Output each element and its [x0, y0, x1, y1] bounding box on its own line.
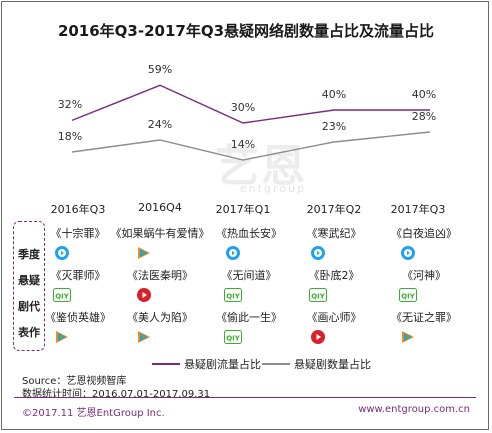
- show-title: 《灭罪师》: [50, 269, 106, 282]
- show-title: 《偷此一生》: [216, 311, 282, 324]
- show-title: 《无证之罪》: [391, 311, 457, 324]
- x-tick-label-5: 2017年Q3: [390, 203, 446, 216]
- row-label-3: 剧代: [18, 300, 40, 313]
- svg-text:QIY: QIY: [311, 293, 326, 301]
- show-title: 《热血长安》: [216, 227, 282, 240]
- row-label-2: 悬疑: [18, 274, 40, 287]
- show-title: 《寒武纪》: [306, 227, 362, 240]
- show-title: 《卧底2》: [308, 269, 360, 282]
- x-tick-label-3: 2017年Q1: [215, 203, 271, 216]
- show-title: 《白夜追凶》: [391, 227, 457, 240]
- youku-icon: [225, 245, 241, 265]
- iqiyi-icon: QIY: [224, 287, 242, 306]
- series-line-traffic: [71, 84, 430, 124]
- show-title: 《如果蜗牛有爱情》: [110, 227, 210, 240]
- source-note: Source：艺恩视频智库: [22, 376, 127, 387]
- row-label-1: 季度: [18, 248, 40, 261]
- show-title: 《鉴侦英雄》: [45, 311, 111, 324]
- data-label-traffic-4: 40%: [321, 88, 347, 101]
- chart-title: 2016年Q3-2017年Q3悬疑网络剧数量占比及流量占比: [57, 22, 435, 40]
- svg-text:QIY: QIY: [226, 335, 241, 343]
- iqiyi-icon: QIY: [224, 329, 242, 348]
- legend-traffic: 悬疑剧流量占比: [184, 358, 261, 371]
- series-line-count: [71, 131, 431, 161]
- youku-icon: [400, 245, 416, 265]
- footer-website: www.entgroup.com.cn: [358, 404, 470, 415]
- svg-text:QIY: QIY: [55, 293, 70, 301]
- footer-copyright: ©2017.11 艺恩EntGroup Inc.: [22, 408, 165, 419]
- data-label-count-4: 23%: [321, 120, 347, 133]
- show-title: 《画心师》: [306, 311, 362, 324]
- watermark-subtext: entgroup: [240, 182, 306, 195]
- iqiyi-icon: QIY: [399, 287, 417, 306]
- sohu-icon: [310, 329, 326, 349]
- data-label-count-3: 14%: [230, 138, 256, 151]
- tencent-icon: [54, 329, 70, 349]
- show-title: 《十宗罪》: [50, 227, 106, 240]
- legend-count: 悬疑剧数量占比: [294, 358, 371, 371]
- row-label-4: 表作: [18, 326, 40, 339]
- legend-swatch-count: [262, 363, 290, 365]
- tencent-icon: [400, 329, 416, 349]
- x-tick-label-1: 2016年Q3: [50, 203, 106, 216]
- watermark-logo: 艺恩: [215, 141, 307, 192]
- period-note: 数据统计时间：2016.07.01-2017.09.31: [22, 389, 211, 400]
- youku-icon: [310, 245, 326, 265]
- show-title: 《河神》: [402, 269, 446, 282]
- iqiyi-icon: QIY: [309, 287, 327, 306]
- data-label-traffic-5: 40%: [411, 88, 437, 101]
- sohu-icon: [136, 287, 152, 307]
- svg-text:QIY: QIY: [226, 293, 241, 301]
- show-title: 《无间道》: [221, 269, 277, 282]
- x-tick-label-2: 2016Q4: [138, 201, 182, 214]
- data-label-traffic-3: 30%: [230, 101, 256, 114]
- data-label-count-2: 24%: [147, 118, 173, 131]
- svg-text:QIY: QIY: [401, 293, 416, 301]
- legend-swatch-traffic: [152, 363, 180, 365]
- iqiyi-icon: QIY: [53, 287, 71, 306]
- tencent-icon: [136, 245, 152, 265]
- data-label-traffic-1: 32%: [57, 98, 83, 112]
- data-label-count-1: 18%: [57, 130, 83, 143]
- youku-icon: [54, 245, 70, 265]
- row-label-box: [13, 221, 45, 351]
- data-label-count-5: 28%: [411, 110, 437, 123]
- show-title: 《美人为陷》: [127, 311, 193, 324]
- x-tick-label-4: 2017年Q2: [306, 203, 362, 216]
- data-label-traffic-2: 59%: [147, 63, 173, 77]
- tencent-icon: [136, 329, 152, 349]
- footer-divider: [14, 397, 476, 398]
- show-title: 《法医秦明》: [127, 269, 193, 282]
